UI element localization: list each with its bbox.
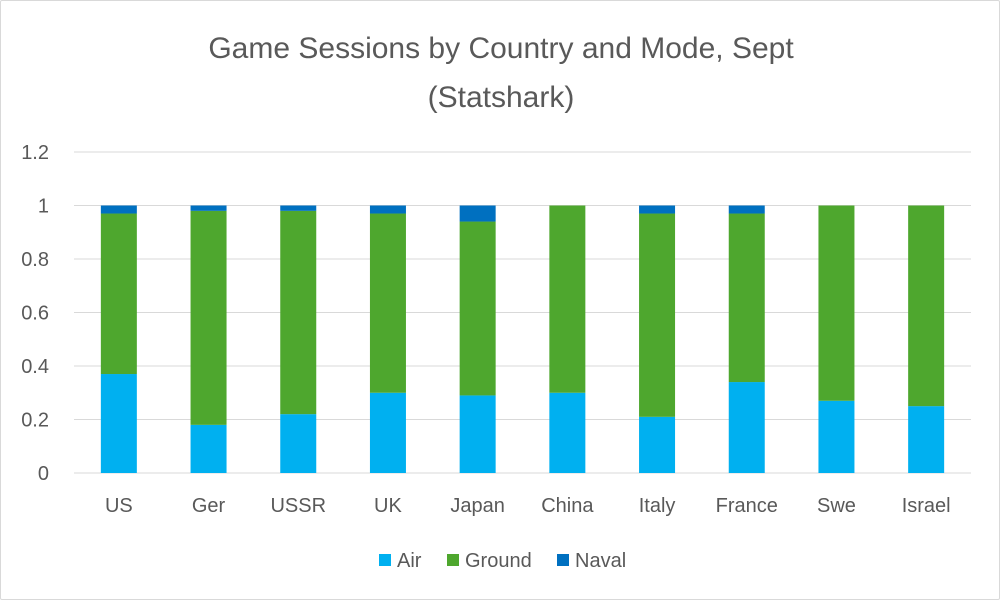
bar-ground-china: [549, 205, 586, 393]
bar-naval-italy: [639, 205, 676, 214]
bar-air-swe: [818, 400, 855, 473]
bar-ground-ger: [190, 210, 227, 425]
bar-air-israel: [908, 406, 945, 473]
bar-naval-france: [728, 205, 765, 214]
x-axis-ticks: US Ger USSR UK Japan China Italy France Swe Israe…: [105, 495, 951, 517]
x-tick-label: Ger: [192, 495, 226, 517]
x-tick-label: Israel: [902, 495, 951, 517]
y-tick-label: 1: [38, 196, 49, 218]
x-tick-label: Swe: [817, 495, 856, 517]
legend-swatch-air: [379, 554, 391, 566]
bar-air-italy: [639, 416, 676, 473]
bar-air-us: [100, 374, 137, 473]
y-tick-label: 0.6: [21, 303, 49, 325]
bar-naval-ussr: [280, 205, 317, 211]
y-tick-label: 0: [38, 463, 49, 485]
bar-air-china: [549, 392, 586, 473]
bar-naval-ger: [190, 205, 227, 211]
bar-air-japan: [459, 395, 496, 473]
bars: [100, 205, 945, 473]
bar-naval-uk: [369, 205, 406, 214]
bar-ground-swe: [818, 205, 855, 401]
chart-title-line-2: (Statshark): [428, 81, 575, 114]
legend: Air Ground Naval: [379, 550, 626, 572]
bar-air-ger: [190, 424, 227, 473]
y-tick-label: 1.2: [21, 142, 49, 164]
bar-ground-ussr: [280, 210, 317, 415]
bar-naval-japan: [459, 205, 496, 222]
legend-swatch-ground: [447, 554, 459, 566]
bar-ground-italy: [639, 213, 676, 417]
chart-title-line-1: Game Sessions by Country and Mode, Sept: [208, 32, 794, 65]
bar-ground-us: [100, 213, 137, 375]
legend-label-air: Air: [397, 550, 422, 572]
bar-air-uk: [369, 392, 406, 473]
legend-swatch-naval: [557, 554, 569, 566]
x-tick-label: Japan: [450, 495, 505, 517]
y-tick-label: 0.4: [21, 356, 49, 378]
legend-label-ground: Ground: [465, 550, 532, 572]
x-tick-label: Italy: [639, 495, 676, 517]
bar-naval-us: [100, 205, 137, 214]
bar-air-france: [728, 382, 765, 473]
y-tick-label: 0.8: [21, 249, 49, 271]
bar-ground-uk: [369, 213, 406, 393]
x-tick-label: China: [541, 495, 594, 517]
y-axis-ticks: 0 0.2 0.4 0.6 0.8 1 1.2: [21, 142, 49, 485]
x-tick-label: US: [105, 495, 133, 517]
x-tick-label: France: [716, 495, 778, 517]
x-tick-label: UK: [374, 495, 402, 517]
bar-ground-israel: [908, 205, 945, 407]
bar-ground-france: [728, 213, 765, 383]
x-tick-label: USSR: [270, 495, 326, 517]
legend-label-naval: Naval: [575, 550, 626, 572]
y-tick-label: 0.2: [21, 410, 49, 432]
bar-ground-japan: [459, 221, 496, 396]
bar-air-ussr: [280, 414, 317, 473]
